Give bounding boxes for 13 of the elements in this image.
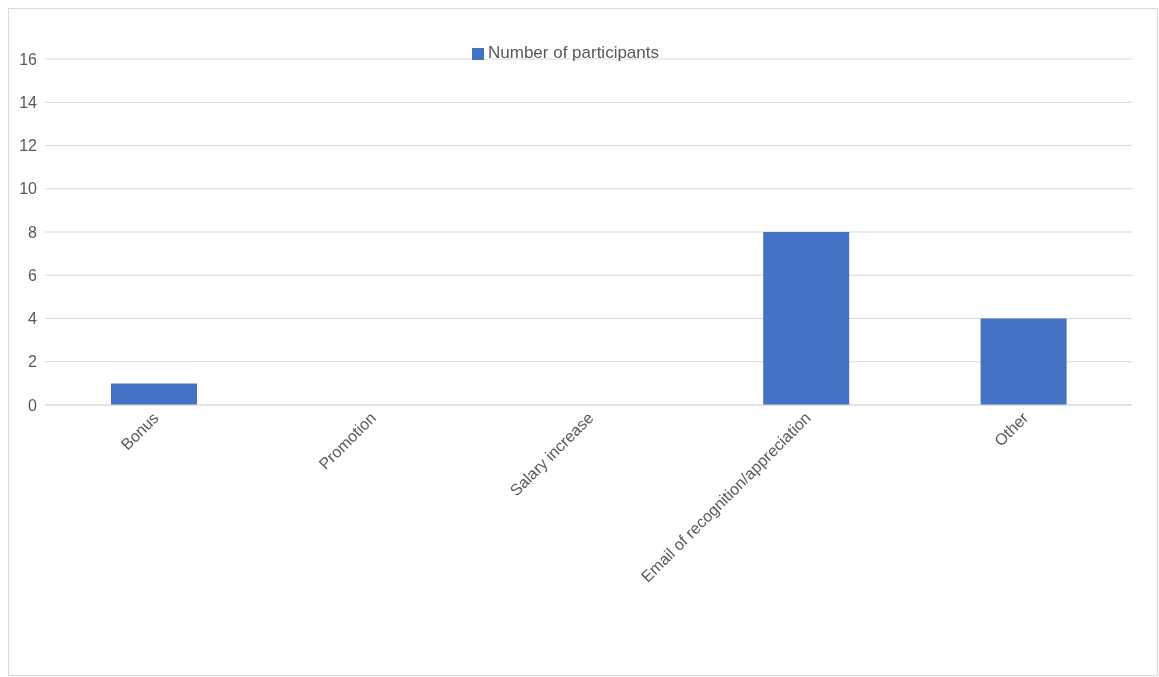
y-tick-label: 14 <box>19 93 38 111</box>
y-tick-label: 10 <box>19 180 38 198</box>
legend-label: Number of participants <box>487 43 660 62</box>
bar <box>111 383 197 405</box>
y-tick-label: 8 <box>28 223 38 241</box>
y-tick-label: 12 <box>19 137 38 155</box>
bar <box>980 318 1067 405</box>
y-tick-label: 4 <box>28 310 38 328</box>
bar <box>763 232 850 405</box>
y-tick-label: 0 <box>28 396 38 414</box>
y-tick-label: 6 <box>28 266 38 284</box>
y-tick-label: 2 <box>28 353 38 371</box>
y-tick-label: 16 <box>19 50 38 68</box>
